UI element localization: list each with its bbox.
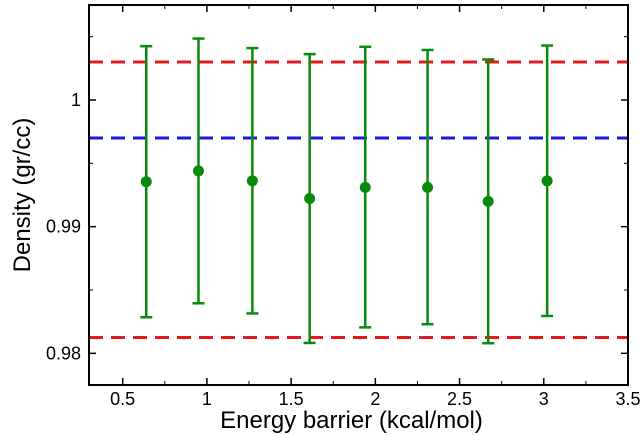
- x-tick-label-7: 3.5: [615, 389, 640, 409]
- data-point-1: [140, 176, 152, 188]
- y-axis-title: Density (gr/cc): [9, 118, 36, 273]
- data-point-8: [541, 175, 553, 187]
- x-tick-label-5: 2.5: [447, 389, 472, 409]
- x-tick-label-1: 0.5: [110, 389, 135, 409]
- y-tick-label-2: 0.99: [46, 217, 81, 237]
- x-tick-label-3: 1.5: [279, 389, 304, 409]
- axis-ticks: 0.5 1 1.5 2 2.5 3 3.5 0.98 0.99 1: [46, 5, 641, 409]
- data-point-3: [246, 175, 258, 187]
- data-point-4: [304, 193, 316, 205]
- x-tick-label-4: 2: [370, 389, 380, 409]
- x-tick-label-6: 3: [539, 389, 549, 409]
- x-axis-title: Energy barrier (kcal/mol): [220, 407, 483, 434]
- y-tick-label-1: 0.98: [46, 343, 81, 363]
- y-tick-label-3: 1: [71, 90, 81, 110]
- data-point-5: [359, 181, 371, 193]
- data-point-7: [482, 195, 494, 207]
- data-points: [140, 165, 553, 207]
- data-point-6: [422, 181, 434, 193]
- x-tick-label-2: 1: [202, 389, 212, 409]
- plot-frame: [88, 4, 629, 386]
- reference-lines: [89, 60, 628, 339]
- error-bars: [140, 37, 554, 345]
- data-point-2: [192, 165, 204, 177]
